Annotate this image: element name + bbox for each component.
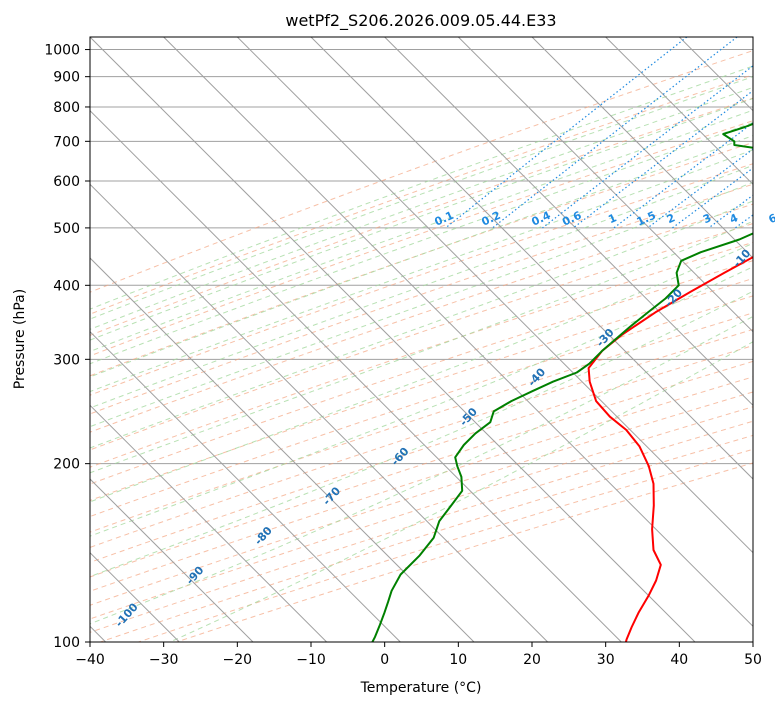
x-tick-label: 0 (380, 652, 389, 668)
mixing-ratio-label: 3 (701, 211, 713, 226)
dry-adiabat-label: -30 (594, 326, 617, 350)
plot-frame (89, 36, 754, 643)
moist-adiabat-line (90, 97, 753, 341)
y-tick-label: 1000 (44, 43, 80, 59)
mixing-ratio-label: 1 (606, 211, 618, 226)
dry-adiabat-label: -90 (184, 563, 207, 587)
isotherm-line (457, 37, 753, 333)
x-tick-label: 30 (597, 652, 615, 668)
moist-adiabat-line (90, 181, 753, 428)
mixing-ratio-label: 0.6 (560, 209, 583, 229)
y-tick-label: 800 (53, 100, 80, 116)
x-tick-label: 40 (670, 652, 688, 668)
dry-adiabat-line (90, 328, 753, 548)
mixing-ratio-line (542, 65, 753, 229)
y-tick-label: 200 (53, 457, 80, 473)
profile-series (371, 122, 753, 642)
moist-adiabat-line (90, 315, 753, 625)
dry-adiabat-line (90, 391, 753, 606)
x-tick-label: −10 (296, 652, 326, 668)
y-tick-label: 500 (53, 221, 80, 237)
moist-adiabats (90, 65, 753, 642)
dry-adiabat-line (90, 277, 753, 502)
isotherm-line (90, 183, 549, 642)
x-axis-ticks: −40 −30 −20 −10 0 10 20 30 40 50 (75, 642, 762, 668)
x-tick-label: 50 (744, 652, 762, 668)
dry-adiabat-line (90, 222, 753, 451)
moist-adiabat-line (90, 65, 753, 310)
dry-adiabat-label: -80 (252, 524, 275, 548)
moist-adiabat-line (90, 76, 753, 320)
dry-adiabat-line (90, 142, 753, 377)
isotherm-line (531, 37, 753, 259)
mixing-ratio-label: 1.5 (635, 209, 658, 229)
moist-adiabat-line (90, 242, 753, 503)
isotherm-line (752, 37, 753, 38)
mixing-ratio-line (672, 167, 753, 229)
dry-adiabat-label: -70 (320, 484, 343, 508)
isotherms (90, 37, 753, 642)
moist-adiabat-line (169, 341, 753, 642)
y-tick-label: 100 (53, 635, 80, 651)
moist-adiabat-line (90, 200, 753, 449)
dry-adiabat-line (176, 462, 753, 642)
x-tick-label: −40 (75, 652, 105, 668)
x-axis-label: Temperature (°C) (360, 680, 482, 696)
isotherm-line (310, 37, 753, 480)
isotherm-line (90, 257, 475, 642)
dry-adiabat-line (138, 448, 753, 642)
mixing-ratio-line (734, 214, 753, 229)
x-tick-label: 20 (523, 652, 541, 668)
y-tick-label: 700 (53, 134, 80, 150)
moist-adiabat-line (90, 149, 753, 393)
isotherm-line (236, 37, 753, 554)
isotherm-line (90, 109, 622, 642)
mixing-ratio-line (708, 194, 753, 229)
chart-title: wetPf2_S206.2026.009.05.44.E33 (285, 11, 556, 31)
dry-adiabat-line (90, 360, 753, 578)
isotherm-line (90, 330, 401, 642)
dry-adiabat-line (100, 434, 753, 642)
moist-adiabat-line (90, 86, 753, 330)
mixing-ratio-line (492, 37, 738, 229)
dry-adiabat-line (90, 163, 753, 396)
dewpoint-profile (371, 122, 753, 642)
dry-adiabat-line (90, 74, 753, 315)
x-tick-label: −30 (149, 652, 179, 668)
isotherm-line (678, 37, 753, 112)
isotherm-line (90, 478, 254, 642)
isobar-grid (90, 49, 753, 643)
mixing-ratio-label: 2 (665, 211, 677, 226)
moist-adiabat-line (90, 290, 753, 578)
y-axis-label: Pressure (hPa) (12, 289, 28, 389)
dry-adiabat-line (90, 97, 753, 336)
y-tick-label: 300 (53, 352, 80, 368)
mixing-ratio-label: 0.1 (433, 209, 456, 229)
dry-adiabat-label: -100 (113, 600, 141, 629)
y-axis-ticks: 100 200 300 400 500 600 700 800 900 1000 (44, 43, 90, 651)
dry-adiabat-line (90, 50, 753, 293)
x-tick-label: 10 (449, 652, 467, 668)
isotherm-line (90, 37, 696, 642)
temperature-profile (587, 255, 753, 642)
isotherm-line (384, 37, 753, 407)
mixing-ratio-label: 4 (728, 211, 741, 226)
dry-adiabat-label: -50 (457, 405, 480, 429)
y-tick-label: 400 (53, 278, 80, 294)
dry-adiabat-line (90, 420, 753, 633)
y-tick-label: 600 (53, 174, 80, 190)
moist-adiabat-line (90, 220, 753, 474)
mixing-ratio-label: 6 (767, 211, 775, 226)
mixing-ratio-label: 0.4 (530, 209, 553, 229)
mixing-ratio-line (572, 89, 753, 229)
y-tick-label: 900 (53, 70, 80, 86)
dry-adiabat-label: -60 (389, 445, 412, 469)
mixing-ratio-lines (445, 37, 753, 229)
isotherm-line (605, 37, 753, 186)
isotherm-line (163, 37, 753, 628)
isotherm-line (90, 404, 328, 642)
x-tick-label: −20 (223, 652, 253, 668)
